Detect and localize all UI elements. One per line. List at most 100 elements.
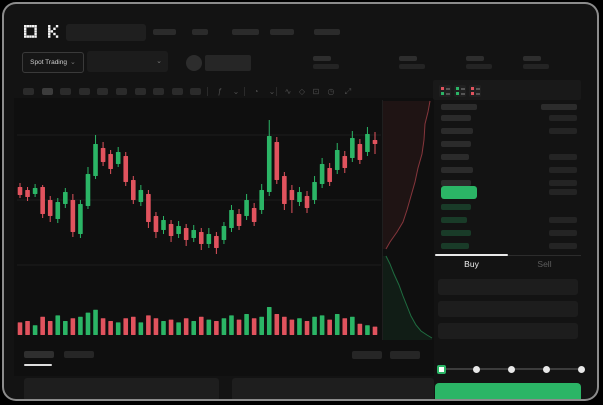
stat-label-placeholder-0 (313, 56, 331, 61)
line-bottom (461, 93, 465, 95)
dot-bottom (471, 92, 474, 95)
chart-range-tab-0[interactable] (24, 351, 54, 358)
app-window: Spot Trading ⌄ ⌄ ƒ ⌄ ◔ ⌄ ∿ ◇ ⊡ ◷ ⤢ Buy Sell (2, 2, 599, 401)
ask-amount-0 (549, 115, 577, 121)
ask-amount-4 (549, 167, 577, 173)
line-top (446, 88, 450, 90)
timeframe-slot-5[interactable] (116, 88, 127, 95)
nav-item-placeholder-3[interactable] (270, 29, 294, 35)
bid-amount-1 (549, 217, 577, 223)
line-bottom (446, 93, 450, 95)
order-price-field[interactable] (438, 279, 578, 295)
timeframe-slot-7[interactable] (153, 88, 165, 95)
ob-col-header-amount (541, 104, 577, 110)
stat-label-placeholder-2 (466, 56, 484, 61)
toolbar-divider-2 (276, 87, 277, 96)
stat-value-placeholder-2 (466, 64, 492, 69)
timeframe-slot-0[interactable] (23, 88, 34, 95)
chart-scale-tab-0[interactable] (352, 351, 382, 359)
toolbar-divider-1 (244, 87, 245, 96)
chevron-down-icon: ⌄ (156, 58, 162, 65)
buy-tab-underline (435, 253, 508, 256)
timeframe-slot-9[interactable] (190, 88, 202, 95)
line-top (461, 88, 465, 90)
timer-icon[interactable]: ◷ (327, 87, 335, 96)
chevron-down-icon[interactable]: ⌄ (232, 87, 240, 96)
buy-submit-button[interactable] (435, 383, 581, 399)
chart-scale-tab-1[interactable] (390, 351, 420, 359)
dot-bottom (441, 92, 444, 95)
order-amount-field[interactable] (438, 301, 578, 317)
ask-amount-3 (549, 154, 577, 160)
active-tab-underline (24, 364, 52, 366)
tab-buy[interactable]: Buy (464, 259, 479, 269)
candlestick-chart[interactable] (4, 4, 599, 401)
timeframe-slot-1[interactable] (41, 88, 53, 95)
slider-handle[interactable] (437, 364, 446, 374)
ask-row-4[interactable] (441, 167, 473, 173)
ask-row-3[interactable] (441, 154, 469, 160)
slider-stop-2[interactable] (507, 365, 515, 373)
bid-row-3[interactable] (441, 243, 469, 249)
stat-value-placeholder-1 (399, 64, 425, 69)
timeframe-slot-2[interactable] (60, 88, 72, 95)
dot-bottom (456, 92, 459, 95)
draw-tool-icon[interactable]: ◇ (298, 87, 306, 96)
candle-style-icon[interactable]: ◔ (253, 87, 259, 96)
ask-row-2[interactable] (441, 141, 471, 147)
bid-row-1[interactable] (441, 217, 467, 223)
last-price-highlight[interactable] (441, 186, 477, 199)
pair-avatar (186, 55, 202, 71)
last-price-amount (549, 189, 577, 195)
ob-col-header-price (441, 104, 477, 110)
search-input[interactable] (66, 24, 146, 41)
ask-row-0[interactable] (441, 115, 471, 121)
view-combined-icon[interactable] (439, 85, 451, 97)
fullscreen-icon[interactable]: ⤢ (344, 87, 352, 96)
tabs-divider (435, 255, 581, 256)
nav-item-placeholder-1[interactable] (192, 29, 208, 35)
timeframe-slot-8[interactable] (171, 88, 183, 95)
timeframe-slot-6[interactable] (134, 88, 146, 95)
stat-label-placeholder-3 (523, 56, 541, 61)
view-asks-only-icon[interactable] (469, 85, 481, 97)
tab-sell[interactable]: Sell (537, 259, 552, 269)
timeframe-slot-3[interactable] (78, 88, 90, 95)
nav-item-placeholder-4[interactable] (314, 29, 340, 35)
order-total-field[interactable] (438, 323, 578, 339)
nav-item-placeholder-2[interactable] (232, 29, 259, 35)
line-type-icon[interactable]: ∿ (284, 87, 292, 96)
dot-top (441, 87, 444, 90)
pair-selector-dropdown[interactable]: ⌄ (87, 51, 168, 72)
bid-row-2[interactable] (441, 230, 471, 236)
footer-panel-0[interactable] (24, 378, 219, 399)
ask-row-1[interactable] (441, 128, 473, 134)
market-type-label: Spot Trading (30, 59, 67, 66)
last-price-placeholder (205, 55, 251, 71)
toolbar-divider-0 (207, 87, 208, 96)
ask-amount-5 (549, 180, 577, 186)
dot-top (456, 87, 459, 90)
slider-stop-4[interactable] (577, 365, 585, 373)
view-bids-only-icon[interactable] (454, 85, 466, 97)
chevron-down-icon: ⌄ (69, 59, 76, 66)
ask-row-5[interactable] (441, 180, 471, 186)
nav-item-placeholder-0[interactable] (153, 29, 176, 35)
bid-amount-3 (549, 243, 577, 249)
dot-top (471, 87, 474, 90)
indicators-icon[interactable]: ƒ (217, 87, 223, 96)
footer-panel-1[interactable] (232, 378, 434, 399)
stat-value-placeholder-0 (313, 64, 339, 69)
slider-stop-1[interactable] (472, 365, 480, 373)
bid-row-0[interactable] (441, 204, 471, 210)
stat-value-placeholder-3 (523, 64, 549, 69)
camera-icon[interactable]: ⊡ (312, 87, 320, 96)
chart-range-tab-1[interactable] (64, 351, 94, 358)
timeframe-slot-4[interactable] (97, 88, 109, 95)
line-top (476, 88, 480, 90)
chevron-down-icon[interactable]: ⌄ (268, 87, 276, 96)
slider-stop-3[interactable] (542, 365, 550, 373)
market-type-selector[interactable]: Spot Trading ⌄ (22, 52, 84, 73)
ask-amount-1 (549, 128, 577, 134)
line-bottom (476, 93, 480, 95)
